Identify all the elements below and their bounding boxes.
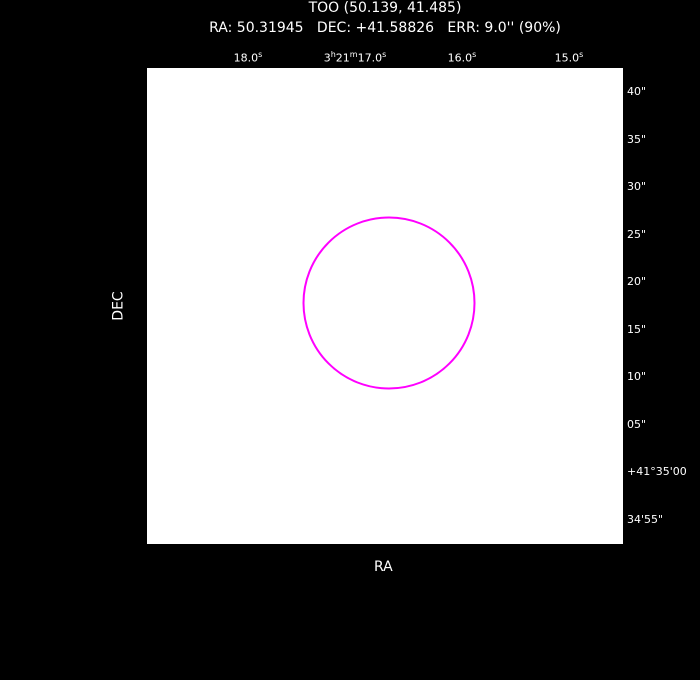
y-tick-label: 40" — [627, 85, 647, 98]
y-tick-label: 15" — [627, 322, 647, 336]
y-tick-label: 25" — [627, 227, 647, 241]
y-tick-label: 35" — [627, 132, 647, 146]
y-tick-label: 34'55" — [627, 512, 664, 526]
y-tick-label: +41°35'00 — [627, 465, 687, 478]
x-tick-label: 18.0s — [233, 50, 263, 65]
position-summary: RA: 50.31945 DEC: +41.58826 ERR: 9.0'' (… — [209, 20, 561, 36]
y-tick-label: 10" — [627, 370, 647, 383]
y-axis-label: DEC — [110, 291, 127, 321]
y-tick-label: 20" — [627, 275, 647, 288]
y-tick-label: 30" — [627, 180, 647, 193]
error-circle — [302, 216, 476, 390]
plot-title: TOO (50.139, 41.485) — [308, 0, 462, 16]
plot-svg — [302, 216, 476, 390]
x-axis-label: RA — [374, 559, 393, 575]
plot-area — [147, 68, 623, 544]
x-tick-label: 3h21m17.0s — [323, 50, 387, 65]
x-tick-label: 15.0s — [554, 50, 584, 65]
x-tick-label: 16.0s — [447, 50, 477, 65]
y-tick-label: 05" — [627, 417, 647, 431]
